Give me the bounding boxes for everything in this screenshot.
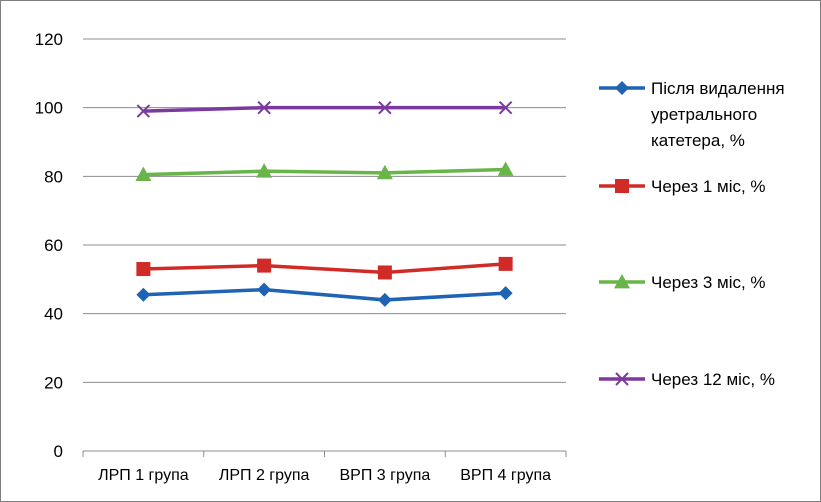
legend-label: катетера, % bbox=[651, 131, 745, 150]
legend-label: Через 12 міс, % bbox=[651, 370, 775, 389]
legend-marker bbox=[614, 274, 630, 289]
series-3 bbox=[135, 161, 514, 182]
y-tick-label: 60 bbox=[44, 236, 63, 255]
data-point bbox=[257, 100, 271, 115]
legend-item-4: Через 12 міс, % bbox=[599, 370, 775, 389]
data-point bbox=[135, 166, 152, 182]
series-line bbox=[143, 262, 506, 275]
legend-item-1: Після видалення уретрального катетера, % bbox=[599, 79, 785, 150]
gridlines bbox=[83, 38, 566, 383]
legend-label: Через 3 міс, % bbox=[651, 273, 766, 292]
legend-label: уретрального bbox=[651, 105, 757, 124]
data-point bbox=[136, 262, 151, 277]
x-tick-label: ЛРП 1 група bbox=[98, 467, 189, 484]
series-line bbox=[143, 167, 506, 177]
series-4 bbox=[136, 100, 513, 118]
x-tick-label: ЛРП 2 група bbox=[219, 467, 310, 484]
data-point bbox=[136, 104, 151, 118]
data-point bbox=[497, 161, 514, 176]
y-tick-label: 120 bbox=[35, 30, 63, 49]
legend-marker bbox=[615, 372, 629, 386]
legend: Після видалення уретрального катетера, % Че… bbox=[599, 79, 785, 389]
series-line bbox=[143, 287, 506, 302]
y-tick-label: 20 bbox=[44, 373, 63, 392]
y-tick-label: 100 bbox=[35, 99, 63, 118]
series-group bbox=[135, 100, 514, 307]
data-point bbox=[376, 164, 393, 180]
x-axis bbox=[82, 450, 567, 457]
data-point bbox=[256, 163, 273, 178]
data-point bbox=[377, 265, 392, 280]
series-1 bbox=[136, 282, 513, 307]
legend-marker bbox=[615, 179, 629, 193]
y-axis-ticks: 0 20 40 60 80 100 120 bbox=[35, 30, 63, 461]
data-point bbox=[378, 100, 392, 115]
y-tick-label: 0 bbox=[54, 442, 63, 461]
data-point bbox=[498, 256, 513, 271]
legend-marker bbox=[615, 81, 629, 95]
legend-item-2: Через 1 міс, % bbox=[599, 177, 766, 196]
legend-item-3: Через 3 міс, % bbox=[599, 273, 766, 292]
data-point bbox=[377, 292, 392, 307]
y-tick-label: 80 bbox=[44, 167, 63, 186]
series-2 bbox=[136, 256, 513, 280]
data-point bbox=[136, 287, 151, 302]
data-point bbox=[257, 258, 272, 273]
legend-label: Після видалення bbox=[651, 79, 785, 98]
series-line bbox=[143, 105, 506, 113]
data-point bbox=[257, 282, 272, 297]
data-point bbox=[498, 286, 513, 301]
data-point bbox=[498, 100, 513, 115]
y-tick-label: 40 bbox=[44, 305, 63, 324]
legend-label: Через 1 міс, % bbox=[651, 177, 766, 196]
x-tick-label: ВРП 3 група bbox=[340, 467, 431, 484]
x-tick-label: ВРП 4 група bbox=[460, 467, 551, 484]
x-axis-labels: ЛРП 1 група ЛРП 2 група ВРП 3 група ВРП 4 г… bbox=[98, 467, 551, 484]
